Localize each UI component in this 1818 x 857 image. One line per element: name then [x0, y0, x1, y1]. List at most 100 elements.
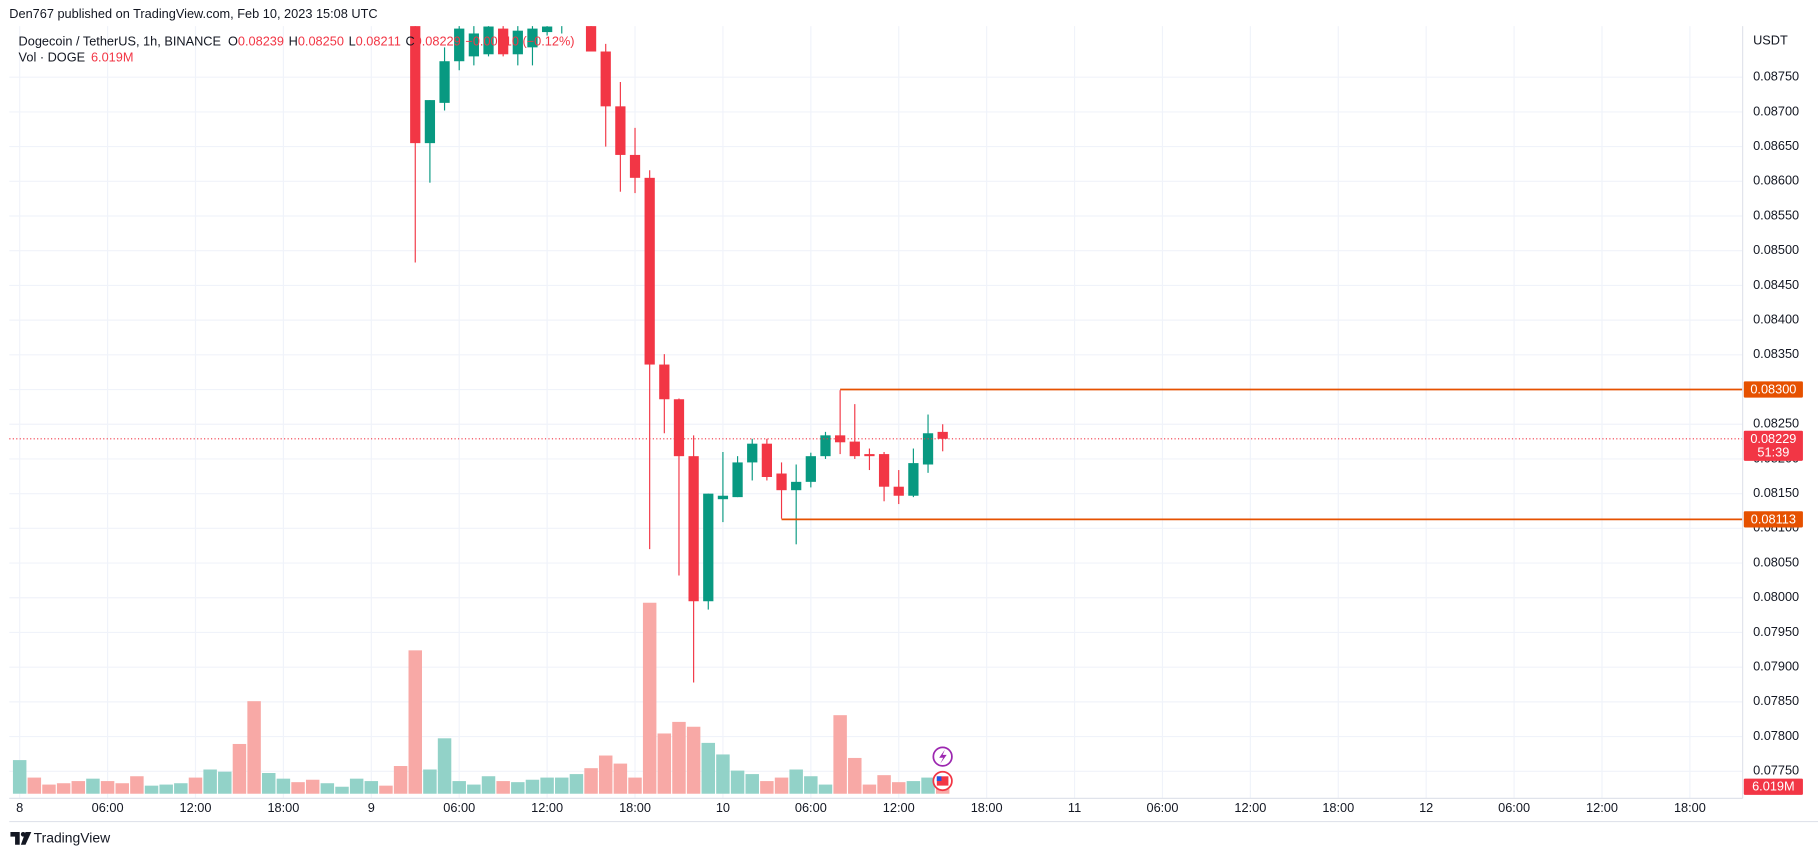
candle-body: [922, 433, 934, 465]
y-tick-label: 0.08400: [1753, 312, 1799, 327]
volume-bar: [760, 781, 774, 794]
x-tick-label: 12:00: [1234, 800, 1266, 815]
event-icon-glyph: [939, 749, 947, 764]
candle-body: [410, 26, 421, 144]
legend-row: Dogecoin / TetherUS, 1h, BINANCE O0.08239…: [19, 34, 575, 49]
volume-bar: [598, 755, 613, 794]
y-tick-label: 0.08550: [1753, 207, 1799, 222]
x-tick-label: 06:00: [1498, 800, 1530, 815]
candle-body: [688, 456, 699, 602]
x-tick-label: 9: [368, 800, 375, 815]
legend-item: 0.08229: [415, 34, 461, 49]
volume-bar: [144, 785, 159, 794]
y-tick-label: 0.08450: [1753, 277, 1799, 292]
logo-mark: [20, 831, 32, 845]
candle-body: [878, 454, 890, 487]
volume-bar: [437, 738, 452, 794]
volume-bar: [467, 784, 481, 794]
volume-bar: [174, 783, 188, 794]
x-tick-label: 06:00: [443, 800, 475, 815]
legend-item: Vol · DOGE: [19, 50, 86, 65]
volume-bar: [276, 778, 291, 794]
candle-body: [849, 441, 860, 457]
volume-bar: [628, 777, 642, 794]
x-tick-label: 18:00: [619, 800, 651, 815]
x-tick-label: 12:00: [1586, 800, 1618, 815]
candle-body: [468, 33, 479, 57]
x-tick-label: 8: [16, 800, 23, 815]
x-tick-label: 10: [716, 800, 730, 815]
volume-bar: [525, 779, 540, 794]
y-tick-label: 0.08050: [1753, 554, 1799, 569]
volume-bar: [262, 773, 276, 794]
volume-bar: [584, 768, 598, 794]
x-tick-label: 06:00: [1147, 800, 1179, 815]
volume-bar: [247, 701, 261, 794]
candle-body: [937, 431, 948, 439]
grid: [9, 26, 1743, 799]
volume-bar: [569, 774, 584, 794]
countdown: 51:39: [1757, 445, 1789, 460]
x-tick-label: 18:00: [1322, 800, 1354, 815]
x-tick-label: 18:00: [267, 800, 299, 815]
legend-item: H: [289, 34, 298, 49]
axis-labels: 0.07750 0.07800 0.07850 0.07900 0.07950 0.080…: [16, 69, 1799, 816]
volume-bar: [42, 784, 56, 794]
footer-brand: TradingView: [34, 830, 111, 846]
candle-body: [761, 443, 773, 477]
candle-body: [864, 454, 875, 457]
legend-item: C: [405, 34, 414, 49]
volume-bar: [642, 602, 657, 794]
last-price-marker: [1743, 430, 1803, 461]
candle-body: [498, 28, 509, 55]
y-unit: USDT: [1753, 33, 1788, 48]
volume-bar: [452, 781, 466, 794]
volume-bar: [86, 778, 100, 794]
volume-pane: [12, 602, 950, 794]
event-icons: [932, 746, 953, 792]
candle-body: [717, 495, 729, 500]
volume-bar: [848, 757, 862, 794]
candles: [410, 26, 948, 683]
volume-bar: [56, 783, 71, 794]
volume-bar: [613, 763, 628, 794]
legend-item: 0.08239: [238, 34, 284, 49]
candle-body: [454, 28, 465, 62]
volume-bar: [159, 784, 173, 794]
y-tick-label: 0.07950: [1753, 624, 1799, 639]
legend-item: O: [228, 34, 238, 49]
candle-body: [820, 435, 831, 457]
candle-body: [747, 443, 758, 463]
volume-bar: [686, 726, 701, 794]
volume-bar: [862, 784, 877, 794]
candle-body: [835, 435, 846, 443]
candle-body: [893, 486, 904, 496]
volume-bar: [188, 777, 203, 794]
candle-body: [424, 100, 436, 144]
volume-bar: [745, 774, 759, 794]
y-tick-label: 0.08750: [1753, 69, 1799, 84]
x-tick-label: 12:00: [531, 800, 563, 815]
volume-bar: [716, 754, 730, 794]
volume-bar: [833, 715, 847, 794]
legend: Dogecoin / TetherUS, 1h, BINANCE O0.08239…: [19, 34, 575, 65]
x-tick-label: 18:00: [971, 800, 1003, 815]
candle-body: [541, 26, 553, 33]
volume-bar: [12, 760, 27, 794]
volume-bar: [481, 776, 496, 794]
candle-body: [703, 493, 714, 602]
x-tick-label: 06:00: [795, 800, 827, 815]
volume-bar: [218, 771, 232, 794]
legend-item: 6.019M: [91, 50, 134, 65]
y-tick-label: 0.08250: [1753, 416, 1799, 431]
volume-bar: [115, 783, 129, 794]
x-tick-label: 11: [1068, 800, 1081, 815]
volume-bar: [774, 777, 789, 794]
legend-item: −0.00010 (−0.12%): [465, 34, 574, 49]
candle-body: [527, 28, 538, 48]
header: Den767 published on TradingView.com, Feb…: [9, 6, 377, 21]
volume-bar: [730, 770, 745, 794]
volume-bar: [921, 777, 935, 794]
